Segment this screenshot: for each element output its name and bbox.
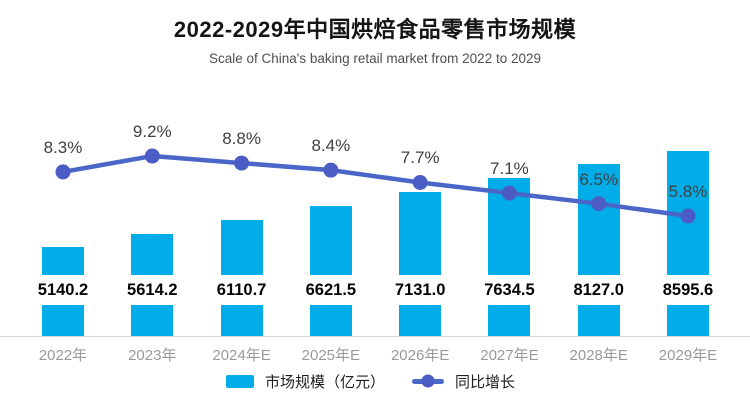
bar-2026年E [399, 192, 442, 336]
x-axis-tick-label: 2024年E [212, 347, 271, 364]
bar-value-label: 5614.2 [127, 281, 178, 299]
x-axis-tick-label: 2023年 [128, 347, 177, 364]
bar-value-label: 6110.7 [216, 281, 267, 299]
growth-value-label: 9.2% [132, 122, 172, 142]
growth-value-label: 8.3% [43, 137, 83, 157]
bar-value-label: 7131.0 [394, 281, 446, 299]
bar-label-band [131, 275, 174, 305]
bar-2025年E [309, 206, 352, 336]
growth-value-label: 5.8% [668, 182, 708, 202]
bar-value-label: 5140.2 [37, 281, 89, 299]
growth-marker-2025年E [323, 162, 339, 178]
growth-marker-2023年 [144, 148, 160, 164]
bar-value-label: 6621.5 [305, 281, 357, 299]
legend-bar-swatch-icon [226, 374, 254, 388]
legend-bar-label: 市场规模（亿元） [265, 373, 386, 391]
growth-value-label: 8.8% [222, 129, 261, 149]
bar-label-band [399, 275, 442, 305]
bar-value-label: 8127.0 [573, 281, 624, 299]
x-axis-tick-label: 2025年E [301, 347, 361, 364]
x-axis-tick-label: 2028年E [569, 347, 628, 364]
legend-line-dot-icon [421, 374, 435, 388]
bar-label-band [42, 275, 84, 305]
legend-line-label: 同比增长 [455, 373, 516, 391]
bar-2029年E [666, 151, 709, 336]
bar-label-band [577, 275, 620, 305]
legend-line-swatch-icon [412, 374, 445, 388]
x-axis-tick-label: 2026年E [390, 347, 450, 364]
legend: 市场规模（亿元） 同比增长 [226, 370, 515, 392]
bar-2027年E [488, 178, 531, 336]
growth-marker-2022年 [55, 164, 71, 180]
page-subtitle: Scale of China's baking retail market fr… [208, 51, 541, 66]
x-axis-tick-label: 2029年E [658, 347, 718, 364]
growth-value-label: 8.4% [311, 136, 351, 156]
x-axis-line [0, 336, 750, 337]
x-axis-tick-label: 2022年 [38, 347, 88, 364]
growth-value-label: 6.5% [579, 169, 619, 189]
growth-value-label: 7.1% [490, 159, 529, 179]
page-title: 2022-2029年中国烘焙食品零售市场规模 [173, 17, 577, 42]
bar-2028年E [577, 164, 620, 336]
bar-label-band [488, 275, 531, 305]
growth-marker-2024年E [234, 155, 250, 171]
growth-marker-2026年E [412, 174, 428, 190]
bar-label-band [666, 275, 709, 305]
x-axis-tick-label: 2027年E [480, 347, 539, 364]
bar-label-band [309, 275, 352, 305]
bar-label-band [220, 275, 263, 305]
bar-value-label: 7634.5 [484, 281, 535, 299]
bar-value-label: 8595.6 [662, 281, 714, 299]
growth-value-label: 7.7% [400, 148, 440, 168]
